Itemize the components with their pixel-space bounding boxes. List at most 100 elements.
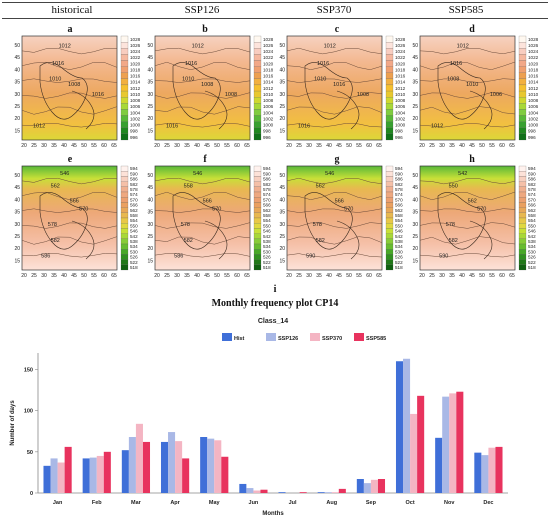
colorbar-swatch <box>253 54 262 61</box>
colorbar-swatch <box>518 223 527 229</box>
map-y-tick: 35 <box>147 210 153 216</box>
map-field <box>154 165 251 271</box>
colorbar-swatch <box>253 207 262 213</box>
bar-ssp370-jun <box>253 490 261 493</box>
contour-line <box>154 191 251 200</box>
colorbar-swatch <box>385 127 394 134</box>
colorbar-tick: 1006 <box>130 104 141 109</box>
map-y-tick: 40 <box>279 67 285 73</box>
colorbar-swatch <box>518 121 527 128</box>
colorbar-tick: 1004 <box>395 110 406 115</box>
contour-label: 582 <box>51 238 60 244</box>
colorbar-swatch <box>120 121 129 128</box>
bar-ssp126-dec <box>481 455 489 493</box>
colorbar-swatch <box>120 78 129 86</box>
map-y-tick: 45 <box>14 55 20 61</box>
colorbar-tick: 1002 <box>263 116 274 121</box>
bar-hist-jun <box>239 483 247 493</box>
coastline <box>469 90 493 130</box>
contour-line <box>21 92 118 99</box>
header-ssp585: SSP585 <box>448 4 484 16</box>
map-panel-b: 1012101610101008100810165045403530252015… <box>147 35 274 149</box>
colorbar-tick: 582 <box>263 182 271 187</box>
contour-label: 1012 <box>59 43 71 49</box>
colorbar-tick: 550 <box>263 223 271 228</box>
map-x-tick: 35 <box>184 273 190 279</box>
contour-label: 566 <box>203 198 212 204</box>
colorbar-swatch <box>385 217 394 224</box>
map-x-tick: 25 <box>164 143 170 149</box>
panel-letter-f: f <box>203 154 207 165</box>
colorbar-tick: 522 <box>263 260 271 265</box>
colorbar-swatch <box>253 238 262 245</box>
colorbar-swatch <box>385 228 394 234</box>
map-y-tick: 20 <box>14 116 20 122</box>
colorbar-tick: 586 <box>130 177 138 182</box>
bar-ssp126-oct <box>403 358 411 493</box>
map-y-tick: 30 <box>412 92 418 98</box>
colorbar-tick: 554 <box>263 218 271 223</box>
colorbar-swatch <box>385 97 394 104</box>
x-tick-label: Apr <box>170 500 180 506</box>
contour-label: 542 <box>458 171 467 177</box>
bar-ssp585-nov <box>456 391 464 493</box>
contour-label: 562 <box>468 198 477 204</box>
colorbar-tick: 1018 <box>395 67 406 72</box>
colorbar-swatch <box>253 133 262 141</box>
colorbar-tick: 562 <box>395 208 403 213</box>
contour-label: 1016 <box>333 82 345 88</box>
colorbar-swatch <box>120 217 129 224</box>
map-y-tick: 15 <box>279 258 285 264</box>
colorbar-tick: 546 <box>263 229 271 234</box>
map-x-tick: 40 <box>459 273 465 279</box>
bar-ssp370-may <box>214 440 222 493</box>
map-x-tick: 20 <box>154 273 160 279</box>
map-y-tick: 40 <box>279 197 285 203</box>
map-y-tick: 45 <box>147 185 153 191</box>
bar-hist-feb <box>82 458 90 493</box>
map-y-tick: 30 <box>147 92 153 98</box>
map-x-tick: 65 <box>244 143 250 149</box>
map-x-tick: 55 <box>356 273 362 279</box>
map-y-tick: 35 <box>14 210 20 216</box>
table-header-rule <box>2 18 548 19</box>
colorbar-tick: 522 <box>130 260 138 265</box>
colorbar-swatch <box>253 78 262 86</box>
map-y-tick: 35 <box>412 210 418 216</box>
map-x-tick: 20 <box>419 273 425 279</box>
colorbar-tick: 1014 <box>395 80 406 85</box>
colorbar-tick: 582 <box>395 182 403 187</box>
contour-line <box>419 191 516 200</box>
header-ssp370: SSP370 <box>316 4 352 16</box>
bar-ssp126-jun <box>246 488 254 493</box>
colorbar-tick: 546 <box>395 229 403 234</box>
colorbar-swatch <box>385 259 394 265</box>
map-x-tick: 25 <box>296 143 302 149</box>
contour-label: 562 <box>51 184 60 190</box>
bar-ssp370-jan <box>57 462 65 493</box>
colorbar-tick: 1006 <box>395 104 406 109</box>
map-x-tick: 45 <box>336 143 342 149</box>
colorbar-tick: 542 <box>263 234 271 239</box>
colorbar-swatch <box>253 202 262 208</box>
map-x-tick: 65 <box>111 273 117 279</box>
map-y-tick: 45 <box>14 185 20 191</box>
map-x-tick: 45 <box>469 143 475 149</box>
contour-line <box>21 191 118 200</box>
map-x-tick: 30 <box>174 273 180 279</box>
coastline <box>39 62 88 120</box>
colorbar-tick: 538 <box>395 239 403 244</box>
map-y-tick: 25 <box>147 234 153 240</box>
colorbar-tick: 534 <box>263 244 271 249</box>
bar-hist-nov <box>435 437 443 493</box>
map-x-tick: 50 <box>214 143 220 149</box>
x-tick-label: Dec <box>483 500 493 506</box>
contour-line <box>286 106 383 115</box>
legend-label-hist: Hist <box>234 336 245 342</box>
colorbar-tick: 996 <box>395 135 403 140</box>
colorbar-tick: 562 <box>130 208 138 213</box>
bar-ssp585-jan <box>64 446 72 493</box>
map-y-tick: 45 <box>279 55 285 61</box>
x-tick-label: Jul <box>289 500 297 506</box>
